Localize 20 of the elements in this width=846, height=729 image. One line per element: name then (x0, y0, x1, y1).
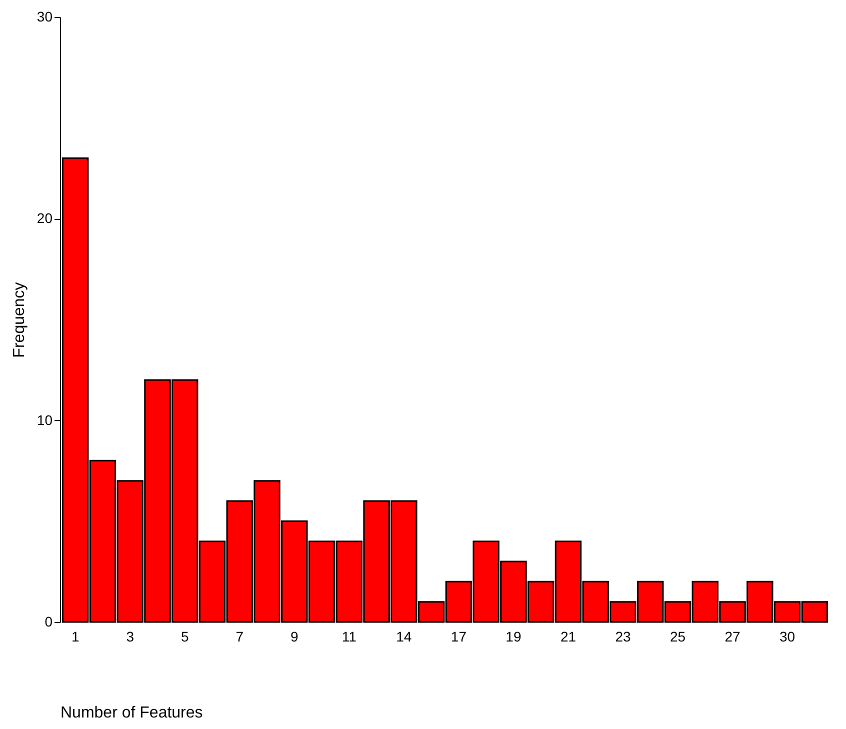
x-tick-label: 9 (290, 628, 298, 644)
y-tick-label: 0 (44, 614, 53, 630)
x-tick-label: 7 (236, 628, 244, 644)
y-tick-label: 10 (36, 412, 53, 428)
x-tick-label: 11 (342, 628, 357, 644)
y-tick-label: 30 (36, 8, 53, 24)
x-tick-label: 5 (180, 628, 189, 644)
y-axis-title: Frequency (10, 282, 28, 358)
x-axis-title: Number of Features (60, 704, 203, 722)
x-tick-label: 30 (779, 628, 796, 644)
x-tick-label: 17 (450, 628, 467, 644)
x-tick-label: 27 (724, 628, 741, 644)
x-tick-label: 21 (560, 628, 576, 644)
x-tick-label: 1 (71, 628, 80, 644)
x-tick-label: 25 (670, 628, 686, 644)
y-tick-label: 20 (36, 210, 53, 226)
x-tick-label: 3 (126, 628, 134, 644)
x-tick-label: 14 (396, 628, 412, 644)
x-tick-label: 23 (615, 628, 631, 644)
x-tick-label: 19 (506, 628, 522, 644)
